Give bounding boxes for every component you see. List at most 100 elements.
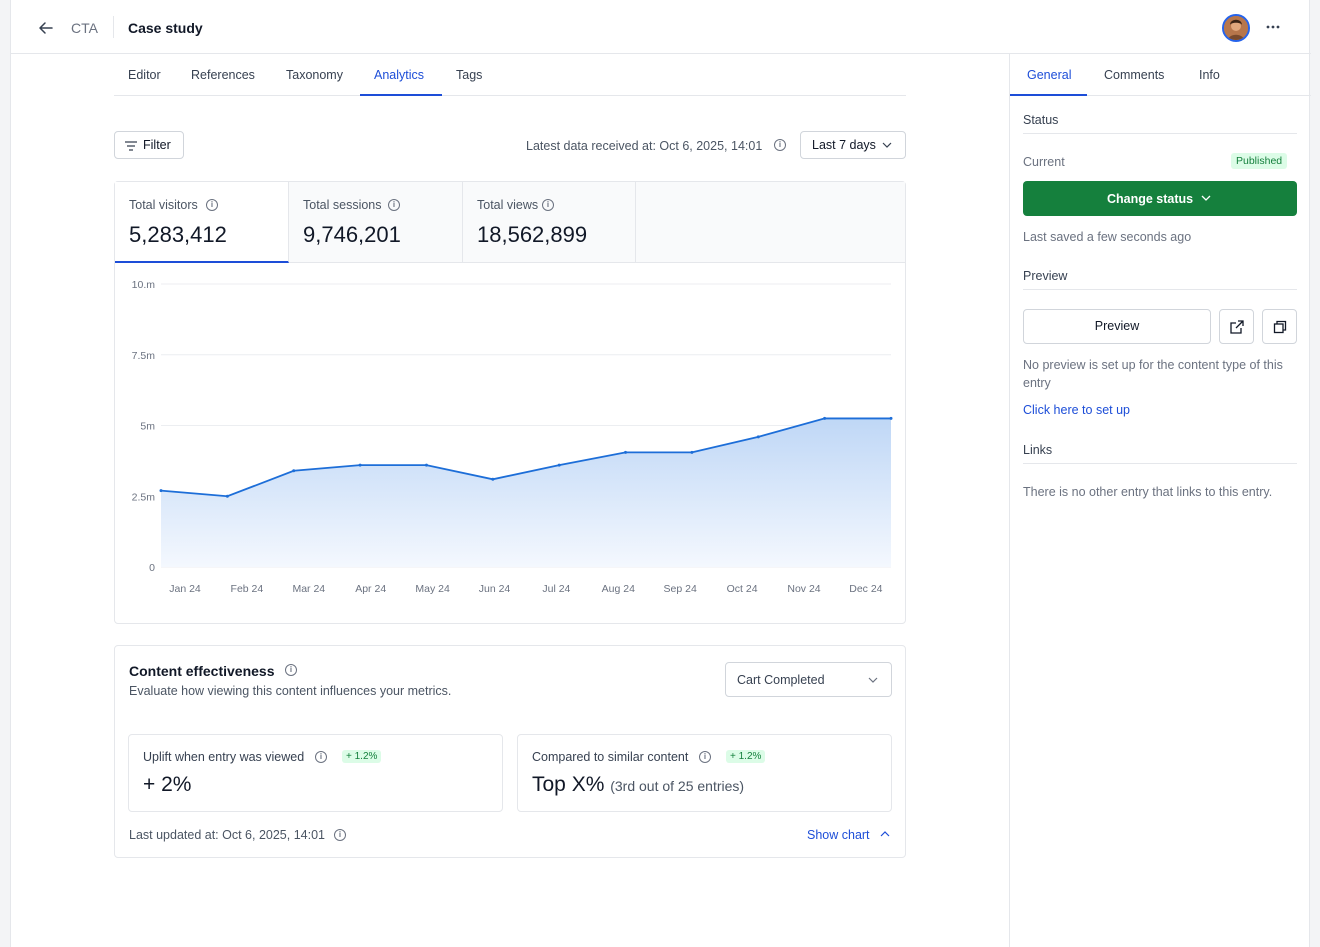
active-tab-indicator <box>1010 94 1087 96</box>
metric-value: + 2% <box>143 773 192 796</box>
data-point <box>358 463 362 467</box>
info-icon[interactable]: i <box>699 751 711 763</box>
analytics-chart-card: Total visitors i 5,283,412 Total session… <box>114 181 906 624</box>
avatar[interactable] <box>1222 14 1250 42</box>
data-point <box>225 494 229 498</box>
change-badge: + 1.2% <box>726 750 766 763</box>
tab-analytics[interactable]: Analytics <box>374 68 425 82</box>
metric-value: Top X% (3rd out of 25 entries) <box>532 773 744 797</box>
tab-editor[interactable]: Editor <box>128 68 161 82</box>
y-tick-label: 7.5m <box>132 350 156 362</box>
top-bar: CTA Case study <box>11 0 1311 54</box>
more-horizontal-icon[interactable] <box>1263 17 1283 37</box>
tab-tags[interactable]: Tags <box>456 68 483 82</box>
app-window: CTA Case study Editor References Taxonom… <box>10 0 1311 947</box>
y-tick-label: 10.m <box>132 279 156 291</box>
latest-data-text: Latest data received at: Oct 6, 2025, 14… <box>526 139 763 153</box>
show-chart-label: Show chart <box>807 828 870 842</box>
x-tick-label: Dec 24 <box>849 583 882 595</box>
filter-icon <box>125 141 137 151</box>
y-tick-label: 2.5m <box>132 491 156 503</box>
section-subtitle: Evaluate how viewing this content influe… <box>129 684 452 698</box>
filter-button[interactable]: Filter <box>114 131 184 159</box>
right-sidebar: General Comments Info Status Current Pub… <box>1009 54 1311 947</box>
data-point <box>292 469 296 473</box>
x-tick-label: May 24 <box>415 583 450 595</box>
info-icon[interactable]: i <box>388 199 400 211</box>
preview-note: No preview is set up for the content typ… <box>1023 358 1283 390</box>
metric-label: Uplift when entry was viewed <box>143 750 305 764</box>
x-tick-label: Jan 24 <box>169 583 201 595</box>
chevron-down-icon <box>1201 195 1211 201</box>
y-tick-label: 5m <box>140 421 155 433</box>
filter-label: Filter <box>143 138 171 152</box>
info-icon[interactable]: i <box>774 139 786 151</box>
preview-heading: Preview <box>1023 269 1297 290</box>
kpi-total-views[interactable]: Total views i 18,562,899 <box>463 182 636 263</box>
kpi-label: Total sessions <box>303 198 382 212</box>
copy-button[interactable] <box>1262 309 1297 344</box>
info-icon[interactable]: i <box>334 829 346 841</box>
data-point <box>159 489 163 493</box>
sidebar-tabs: General Comments Info <box>1010 54 1311 96</box>
section-title: Content effectiveness <box>129 663 275 679</box>
tab-references[interactable]: References <box>191 68 255 82</box>
metric-label: Compared to similar content <box>532 750 689 764</box>
data-point <box>424 463 428 467</box>
kpi-value: 18,562,899 <box>477 222 588 247</box>
x-tick-label: Mar 24 <box>292 583 325 595</box>
info-icon[interactable]: i <box>285 664 297 676</box>
x-tick-label: Feb 24 <box>231 583 264 595</box>
series-line <box>160 417 891 498</box>
page-title: Case study <box>128 20 203 36</box>
links-note: There is no other entry that links to th… <box>1023 485 1273 499</box>
arrow-left-icon[interactable] <box>37 19 55 37</box>
chevron-down-icon <box>868 677 878 683</box>
content-tabs: Editor References Taxonomy Analytics Tag… <box>114 54 906 96</box>
kpi-label: Total visitors <box>129 198 198 212</box>
copy-icon <box>1273 320 1287 334</box>
area-fill <box>161 418 891 567</box>
info-icon[interactable]: i <box>315 751 327 763</box>
last-updated-text: Last updated at: Oct 6, 2025, 14:01 <box>129 828 325 842</box>
data-point <box>756 435 760 439</box>
links-heading: Links <box>1023 443 1297 464</box>
show-chart-link[interactable]: Show chart <box>807 828 890 842</box>
comparison-metric-box: Compared to similar content i + 1.2% Top… <box>517 734 892 812</box>
preview-button[interactable]: Preview <box>1023 309 1211 344</box>
kpi-value: 5,283,412 <box>129 222 227 247</box>
kpi-total-visitors[interactable]: Total visitors i 5,283,412 <box>115 182 289 263</box>
x-tick-label: Apr 24 <box>355 583 386 595</box>
tab-comments[interactable]: Comments <box>1104 68 1165 82</box>
status-badge: Published <box>1231 153 1288 169</box>
change-status-label: Change status <box>1107 192 1194 206</box>
data-point <box>889 416 893 420</box>
data-point <box>491 477 495 481</box>
tab-general[interactable]: General <box>1027 68 1072 82</box>
change-status-button[interactable]: Change status <box>1023 181 1297 216</box>
active-tab-indicator <box>360 94 442 96</box>
info-icon[interactable]: i <box>542 199 554 211</box>
last-saved-text: Last saved a few seconds ago <box>1023 230 1192 244</box>
kpi-total-sessions[interactable]: Total sessions i 9,746,201 <box>289 182 463 263</box>
kpi-label: Total views <box>477 198 539 212</box>
y-tick-label: 0 <box>149 562 155 574</box>
metric-select[interactable]: Cart Completed <box>725 662 892 697</box>
data-point <box>823 416 827 420</box>
tab-info[interactable]: Info <box>1199 68 1220 82</box>
info-icon[interactable]: i <box>206 199 218 211</box>
tab-taxonomy[interactable]: Taxonomy <box>286 68 343 82</box>
metric-select-value: Cart Completed <box>737 673 825 687</box>
open-external-button[interactable] <box>1219 309 1254 344</box>
current-label: Current <box>1023 155 1065 169</box>
visitors-area-chart: 0 2.5m 5m 7.5m 10.m Jan 24 Feb 24 Mar 24 Apr 24 M… <box>132 279 893 595</box>
kpi-empty-slot <box>636 182 905 263</box>
external-link-icon <box>1230 320 1244 334</box>
chevron-down-icon <box>882 142 892 148</box>
x-tick-label: Nov 24 <box>787 583 820 595</box>
date-range-select[interactable]: Last 7 days <box>800 131 906 159</box>
setup-preview-link[interactable]: Click here to set up <box>1023 403 1130 417</box>
breadcrumb-parent[interactable]: CTA <box>71 20 98 36</box>
kpi-value: 9,746,201 <box>303 222 401 247</box>
compare-note: (3rd out of 25 entries) <box>610 778 745 794</box>
